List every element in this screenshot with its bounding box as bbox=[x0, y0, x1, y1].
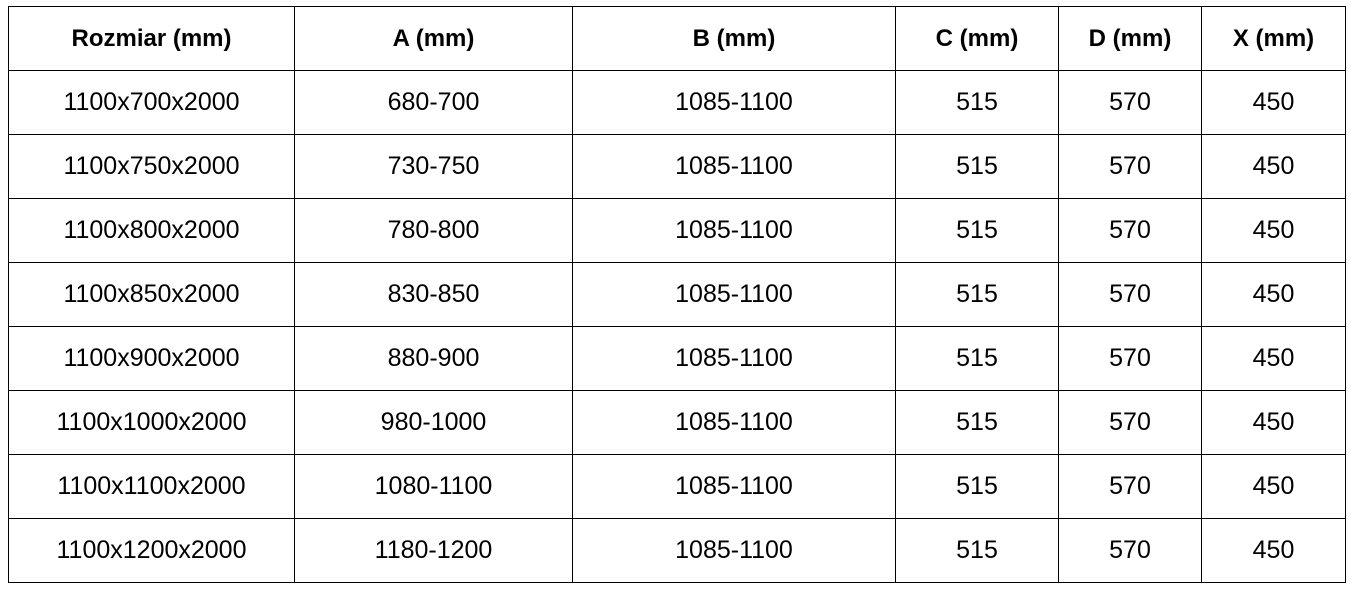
cell-b: 1085-1100 bbox=[572, 454, 896, 519]
cell-d: 570 bbox=[1058, 390, 1202, 455]
cell-x: 450 bbox=[1201, 262, 1346, 327]
cell-b: 1085-1100 bbox=[572, 262, 896, 327]
cell-b: 1085-1100 bbox=[572, 70, 896, 135]
cell-size: 1100x800x2000 bbox=[8, 198, 295, 263]
cell-d: 570 bbox=[1058, 326, 1202, 391]
table-row: 1100x750x2000 730-750 1085-1100 515 570 450 bbox=[8, 134, 1346, 199]
cell-a: 680-700 bbox=[294, 70, 573, 135]
table-row: 1100x1200x2000 1180-1200 1085-1100 515 570 45… bbox=[8, 518, 1346, 583]
table-row: 1100x850x2000 830-850 1085-1100 515 570 450 bbox=[8, 262, 1346, 327]
cell-size: 1100x750x2000 bbox=[8, 134, 295, 199]
cell-d: 570 bbox=[1058, 70, 1202, 135]
column-header-x: X (mm) bbox=[1201, 6, 1346, 71]
cell-d: 570 bbox=[1058, 454, 1202, 519]
cell-size: 1100x900x2000 bbox=[8, 326, 295, 391]
cell-c: 515 bbox=[895, 326, 1059, 391]
cell-c: 515 bbox=[895, 454, 1059, 519]
cell-d: 570 bbox=[1058, 134, 1202, 199]
cell-b: 1085-1100 bbox=[572, 390, 896, 455]
cell-d: 570 bbox=[1058, 198, 1202, 263]
table-row: 1100x1100x2000 1080-1100 1085-1100 515 570 45… bbox=[8, 454, 1346, 519]
cell-size: 1100x1000x2000 bbox=[8, 390, 295, 455]
cell-x: 450 bbox=[1201, 134, 1346, 199]
cell-a: 880-900 bbox=[294, 326, 573, 391]
cell-x: 450 bbox=[1201, 390, 1346, 455]
column-header-b: B (mm) bbox=[572, 6, 896, 71]
cell-size: 1100x1200x2000 bbox=[8, 518, 295, 583]
column-header-a: A (mm) bbox=[294, 6, 573, 71]
cell-d: 570 bbox=[1058, 518, 1202, 583]
cell-c: 515 bbox=[895, 198, 1059, 263]
dimensions-table: Rozmiar (mm) A (mm) B (mm) C (mm) D (mm) X (m… bbox=[8, 6, 1346, 583]
cell-c: 515 bbox=[895, 134, 1059, 199]
column-header-size: Rozmiar (mm) bbox=[8, 6, 295, 71]
cell-a: 830-850 bbox=[294, 262, 573, 327]
cell-c: 515 bbox=[895, 70, 1059, 135]
cell-a: 980-1000 bbox=[294, 390, 573, 455]
cell-x: 450 bbox=[1201, 70, 1346, 135]
column-header-c: C (mm) bbox=[895, 6, 1059, 71]
table-row: 1100x900x2000 880-900 1085-1100 515 570 450 bbox=[8, 326, 1346, 391]
table-row: 1100x700x2000 680-700 1085-1100 515 570 450 bbox=[8, 70, 1346, 135]
cell-a: 1080-1100 bbox=[294, 454, 573, 519]
cell-b: 1085-1100 bbox=[572, 518, 896, 583]
cell-b: 1085-1100 bbox=[572, 326, 896, 391]
column-header-d: D (mm) bbox=[1058, 6, 1202, 71]
cell-size: 1100x700x2000 bbox=[8, 70, 295, 135]
table-row: 1100x800x2000 780-800 1085-1100 515 570 450 bbox=[8, 198, 1346, 263]
cell-c: 515 bbox=[895, 390, 1059, 455]
cell-x: 450 bbox=[1201, 326, 1346, 391]
table-row: 1100x1000x2000 980-1000 1085-1100 515 570 450 bbox=[8, 390, 1346, 455]
cell-size: 1100x1100x2000 bbox=[8, 454, 295, 519]
cell-c: 515 bbox=[895, 518, 1059, 583]
cell-x: 450 bbox=[1201, 518, 1346, 583]
cell-a: 730-750 bbox=[294, 134, 573, 199]
cell-b: 1085-1100 bbox=[572, 134, 896, 199]
cell-x: 450 bbox=[1201, 198, 1346, 263]
cell-size: 1100x850x2000 bbox=[8, 262, 295, 327]
cell-x: 450 bbox=[1201, 454, 1346, 519]
header-row: Rozmiar (mm) A (mm) B (mm) C (mm) D (mm) X (m… bbox=[8, 6, 1346, 71]
cell-b: 1085-1100 bbox=[572, 198, 896, 263]
cell-c: 515 bbox=[895, 262, 1059, 327]
cell-d: 570 bbox=[1058, 262, 1202, 327]
cell-a: 780-800 bbox=[294, 198, 573, 263]
cell-a: 1180-1200 bbox=[294, 518, 573, 583]
